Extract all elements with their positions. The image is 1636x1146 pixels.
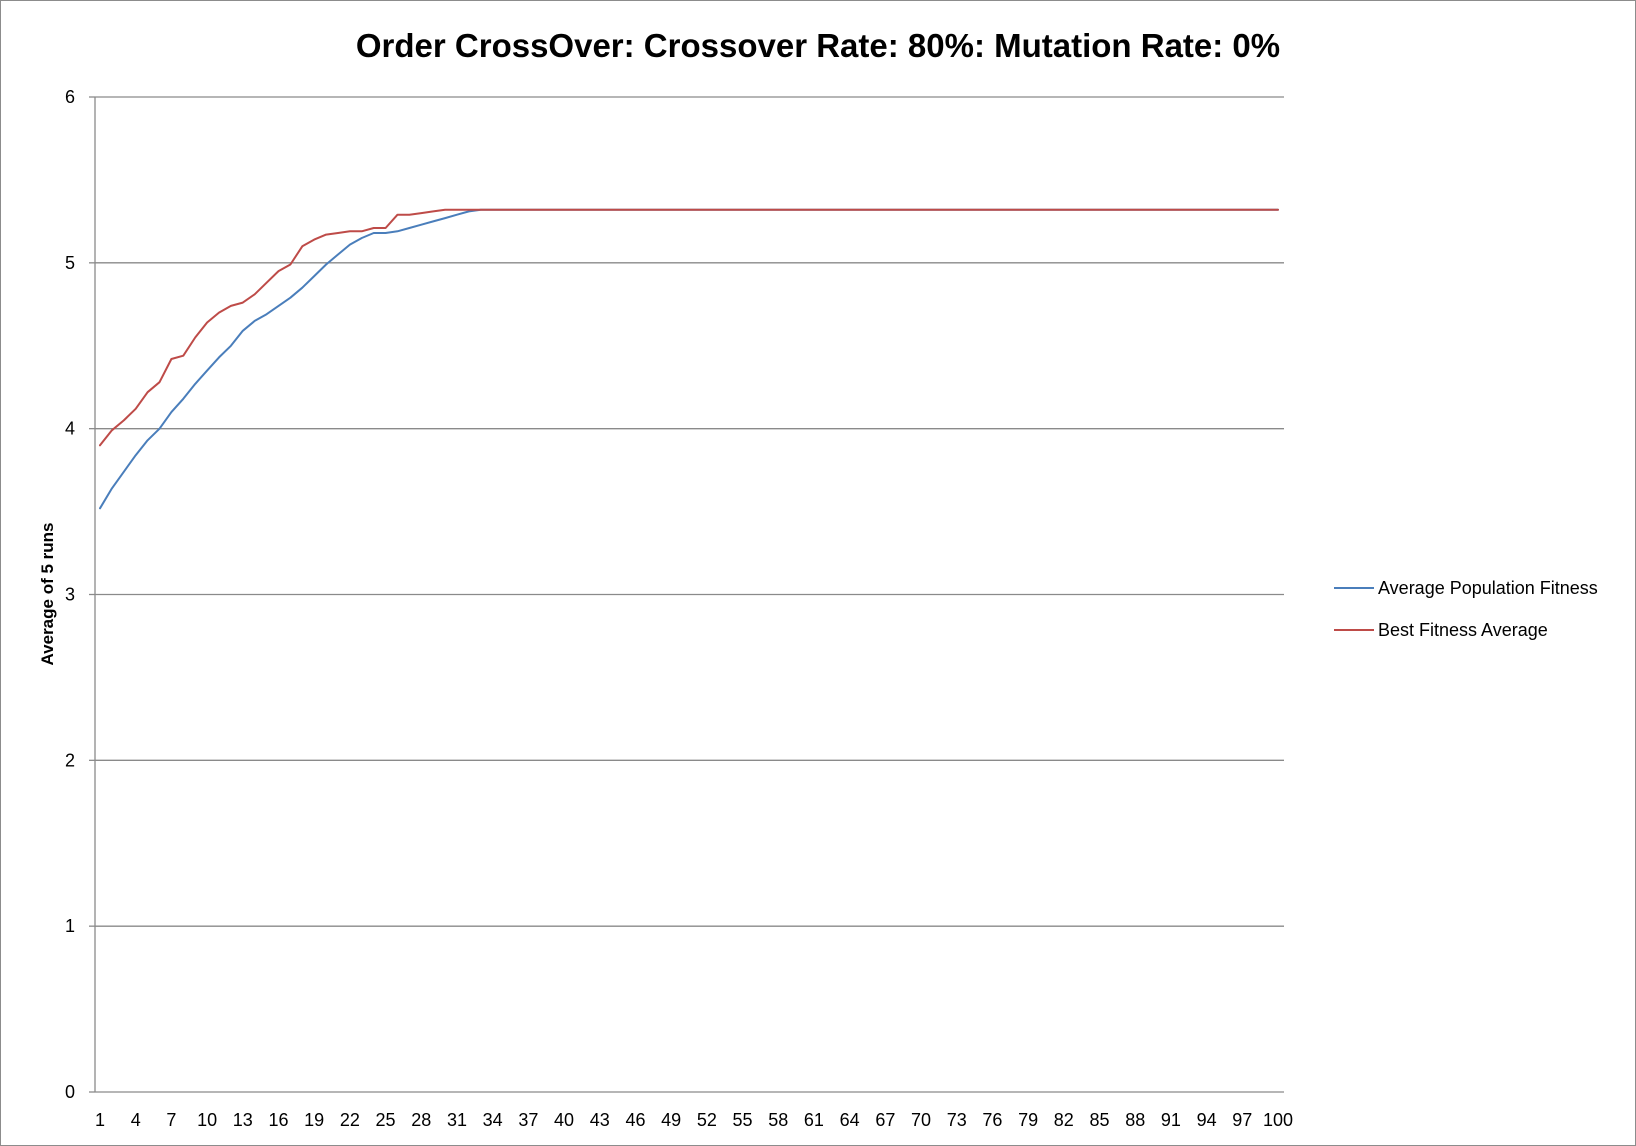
y-tick-label: 1 [65, 916, 75, 936]
x-tick-label: 82 [1054, 1110, 1074, 1130]
x-tick-label: 31 [447, 1110, 467, 1130]
x-tick-label: 10 [197, 1110, 217, 1130]
x-tick-label: 94 [1197, 1110, 1217, 1130]
x-tick-label: 16 [268, 1110, 288, 1130]
y-tick-label: 0 [65, 1082, 75, 1102]
x-tick-label: 34 [483, 1110, 503, 1130]
x-tick-label: 79 [1018, 1110, 1038, 1130]
y-tick-label: 5 [65, 253, 75, 273]
x-tick-label: 97 [1232, 1110, 1252, 1130]
legend-label: Average Population Fitness [1378, 578, 1598, 598]
x-tick-label: 4 [131, 1110, 141, 1130]
x-tick-label: 40 [554, 1110, 574, 1130]
x-tick-label: 49 [661, 1110, 681, 1130]
x-tick-label: 58 [768, 1110, 788, 1130]
x-tick-label: 22 [340, 1110, 360, 1130]
x-tick-label: 85 [1089, 1110, 1109, 1130]
x-tick-label: 37 [518, 1110, 538, 1130]
series-lines [99, 208, 1279, 510]
series-line-best-fitness-average [99, 208, 1279, 447]
x-tick-label: 13 [233, 1110, 253, 1130]
x-tick-label: 76 [982, 1110, 1002, 1130]
y-tick-label: 2 [65, 750, 75, 770]
x-tick-label: 46 [625, 1110, 645, 1130]
x-tick-label: 91 [1161, 1110, 1181, 1130]
x-tick-label: 1 [95, 1110, 105, 1130]
x-tick-label: 7 [166, 1110, 176, 1130]
gridlines [95, 96, 1284, 927]
x-tick-label: 70 [911, 1110, 931, 1130]
x-tick-label: 25 [376, 1110, 396, 1130]
y-tick-label: 6 [65, 87, 75, 107]
x-tick-label: 67 [875, 1110, 895, 1130]
y-tick-label: 4 [65, 419, 75, 439]
chart-title: Order CrossOver: Crossover Rate: 80%: Mu… [356, 27, 1280, 64]
x-tick-label: 28 [411, 1110, 431, 1130]
x-axis-ticks: 1 4 7 10 13 16 19 22 25 28 31 34 37 40 43 46 49 52 55 58 61 6… [95, 1110, 1293, 1130]
y-tick-label: 3 [65, 585, 75, 605]
series-line-average-population-fitness [99, 208, 1279, 510]
x-tick-label: 64 [840, 1110, 860, 1130]
x-tick-label: 55 [733, 1110, 753, 1130]
x-tick-label: 61 [804, 1110, 824, 1130]
x-tick-label: 43 [590, 1110, 610, 1130]
legend: Average Population Fitness Best Fitness A… [1334, 578, 1598, 640]
y-axis-ticks: 0 1 2 3 4 5 6 [65, 87, 95, 1102]
y-axis-title: Average of 5 runs [38, 523, 57, 666]
x-tick-label: 19 [304, 1110, 324, 1130]
x-tick-label: 52 [697, 1110, 717, 1130]
x-tick-label: 88 [1125, 1110, 1145, 1130]
legend-label: Best Fitness Average [1378, 620, 1548, 640]
x-tick-label: 100 [1263, 1110, 1293, 1130]
x-tick-label: 73 [947, 1110, 967, 1130]
